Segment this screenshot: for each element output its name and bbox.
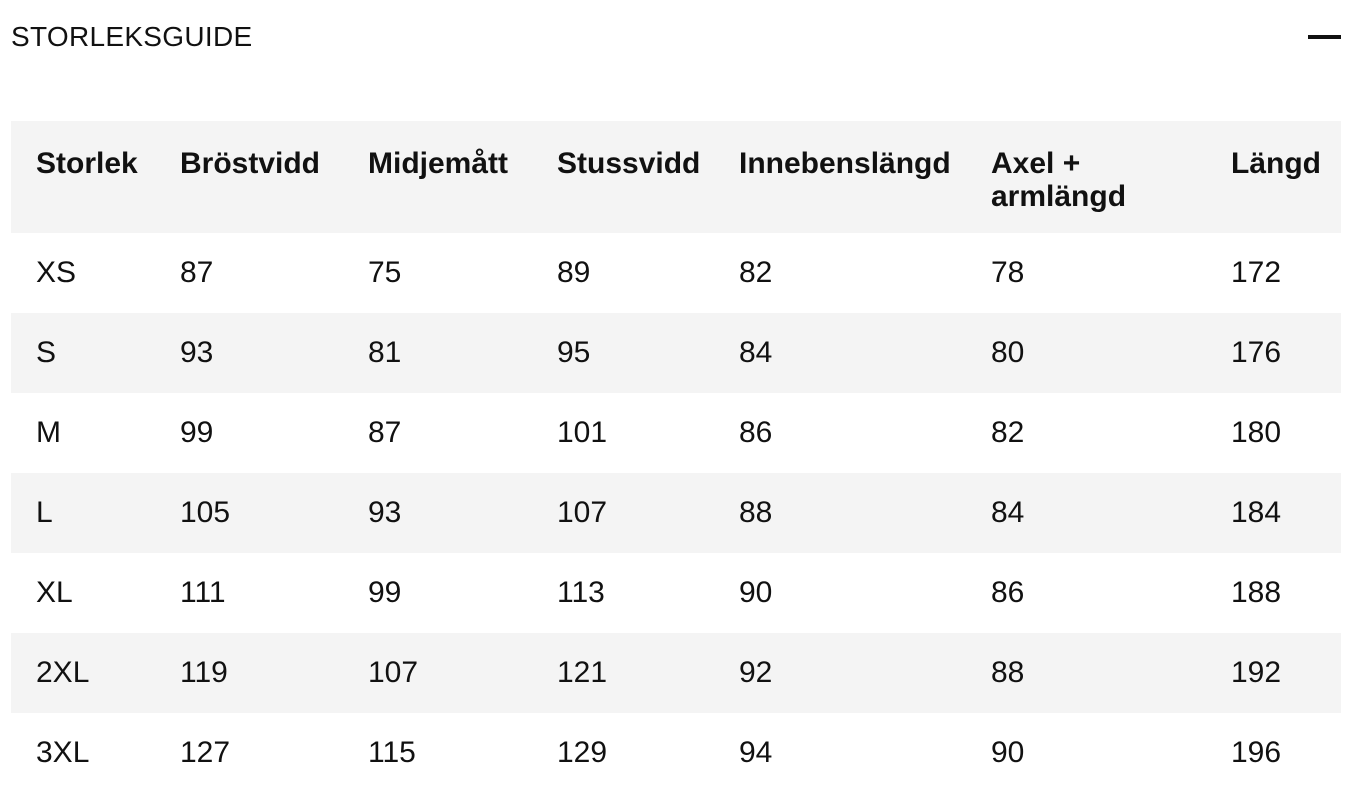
- column-header: Innebenslängd: [714, 121, 966, 233]
- minus-icon: [1308, 35, 1341, 39]
- column-header: Midjemått: [343, 121, 532, 233]
- measurement-cell: 86: [739, 416, 773, 449]
- size-cell: S: [36, 336, 57, 369]
- size-cell: 2XL: [36, 656, 90, 689]
- measurement-cell: 93: [368, 496, 402, 529]
- measurement-cell: 105: [180, 496, 231, 529]
- measurement-cell: 111: [180, 576, 226, 609]
- measurement-cell: 115: [368, 736, 416, 769]
- measurement-cell: 82: [739, 256, 773, 289]
- measurement-cell: 87: [368, 416, 402, 449]
- size-guide-table: Storlek Bröstvidd Midjemått Stussvidd Innebe…: [11, 121, 1341, 793]
- table-row: XL 111 99 113 90 86 188: [11, 553, 1341, 633]
- measurement-cell: 88: [991, 656, 1025, 689]
- size-cell: XL: [36, 576, 73, 609]
- measurement-cell: 88: [739, 496, 773, 529]
- size-cell: M: [36, 416, 61, 449]
- measurement-cell: 84: [991, 496, 1025, 529]
- measurement-cell: 107: [557, 496, 608, 529]
- table-row: XS 87 75 89 82 78 172: [11, 233, 1341, 313]
- column-header: Längd: [1206, 121, 1341, 233]
- measurement-cell: 99: [180, 416, 214, 449]
- table-header-row: Storlek Bröstvidd Midjemått Stussvidd Innebe…: [11, 121, 1341, 233]
- column-header: Storlek: [11, 121, 155, 233]
- measurement-cell: 101: [557, 416, 608, 449]
- measurement-cell: 89: [557, 256, 591, 289]
- size-cell: 3XL: [36, 736, 90, 769]
- measurement-cell: 90: [739, 576, 773, 609]
- size-cell: XS: [36, 256, 77, 289]
- measurement-cell: 107: [368, 656, 419, 689]
- measurement-cell: 121: [557, 656, 608, 689]
- measurement-cell: 192: [1231, 656, 1282, 689]
- measurement-cell: 95: [557, 336, 591, 369]
- measurement-cell: 172: [1231, 256, 1282, 289]
- table-row: M 99 87 101 86 82 180: [11, 393, 1341, 473]
- measurement-cell: 78: [991, 256, 1025, 289]
- column-header: Axel + armlängd: [966, 121, 1206, 233]
- measurement-cell: 81: [368, 336, 402, 369]
- measurement-cell: 127: [180, 736, 231, 769]
- measurement-cell: 82: [991, 416, 1025, 449]
- size-cell: L: [36, 496, 53, 529]
- measurement-cell: 176: [1231, 336, 1282, 369]
- measurement-cell: 99: [368, 576, 402, 609]
- measurement-cell: 86: [991, 576, 1025, 609]
- measurement-cell: 180: [1231, 416, 1282, 449]
- measurement-cell: 75: [368, 256, 402, 289]
- measurement-cell: 119: [180, 656, 228, 689]
- measurement-cell: 84: [739, 336, 773, 369]
- table-row: 2XL 119 107 121 92 88 192: [11, 633, 1341, 713]
- measurement-cell: 87: [180, 256, 214, 289]
- table-row: 3XL 127 115 129 94 90 196: [11, 713, 1341, 793]
- measurement-cell: 113: [557, 576, 605, 609]
- measurement-cell: 129: [557, 736, 608, 769]
- measurement-cell: 196: [1231, 736, 1282, 769]
- measurement-cell: 92: [739, 656, 773, 689]
- measurement-cell: 90: [991, 736, 1025, 769]
- column-header: Stussvidd: [532, 121, 714, 233]
- measurement-cell: 80: [991, 336, 1025, 369]
- accordion-header: STORLEKSGUIDE: [11, 20, 1341, 54]
- measurement-cell: 94: [739, 736, 773, 769]
- table-row: S 93 81 95 84 80 176: [11, 313, 1341, 393]
- page-title: STORLEKSGUIDE: [11, 21, 253, 52]
- collapse-button[interactable]: [1308, 29, 1341, 45]
- measurement-cell: 188: [1231, 576, 1282, 609]
- measurement-cell: 184: [1231, 496, 1282, 529]
- measurement-cell: 93: [180, 336, 214, 369]
- table-row: L 105 93 107 88 84 184: [11, 473, 1341, 553]
- column-header: Bröstvidd: [155, 121, 343, 233]
